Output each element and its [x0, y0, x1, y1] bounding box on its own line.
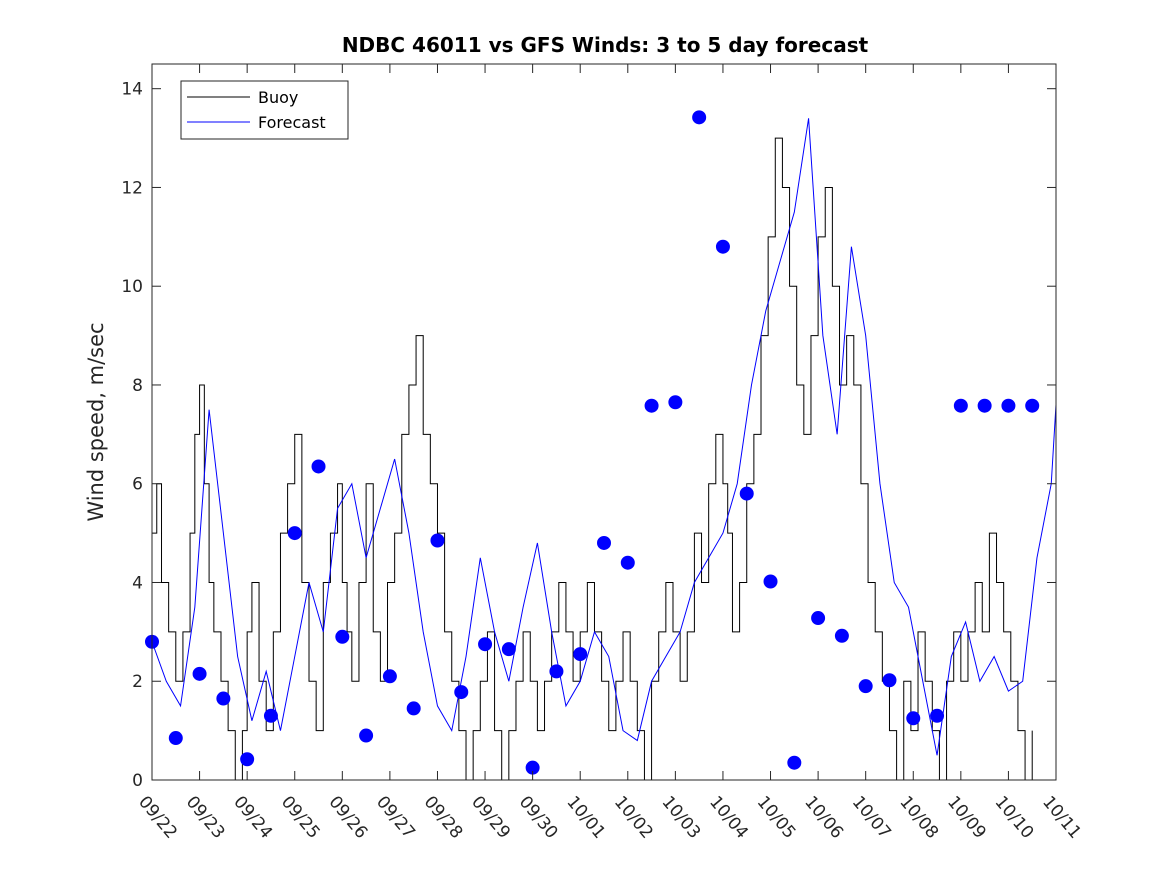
- y-tick-label: 2: [132, 672, 143, 692]
- y-tick-label: 4: [132, 573, 143, 593]
- forecast-marker: [216, 691, 231, 706]
- forecast-marker: [406, 701, 421, 716]
- forecast-marker: [1025, 398, 1040, 413]
- forecast-marker: [573, 647, 588, 662]
- series-buoy-line: [152, 137, 1033, 781]
- forecast-marker: [811, 611, 826, 626]
- forecast-marker: [287, 526, 302, 541]
- chart-title: NDBC 46011 vs GFS Winds: 3 to 5 day fore…: [342, 33, 869, 57]
- forecast-marker: [263, 708, 278, 723]
- forecast-marker: [382, 669, 397, 684]
- forecast-marker: [335, 629, 350, 644]
- forecast-marker: [192, 666, 207, 681]
- legend: Buoy Forecast: [180, 80, 349, 140]
- forecast-marker: [359, 728, 374, 743]
- y-tick-label: 6: [132, 475, 143, 495]
- y-tick-label: 8: [132, 376, 143, 396]
- axes-box: [151, 63, 1057, 781]
- forecast-marker: [620, 555, 635, 570]
- y-tick-label: 12: [121, 178, 143, 198]
- forecast-marker: [549, 664, 564, 679]
- forecast-marker: [834, 628, 849, 643]
- forecast-marker: [858, 679, 873, 694]
- legend-label-forecast: Forecast: [258, 113, 326, 132]
- forecast-marker: [168, 731, 183, 746]
- forecast-marker: [597, 535, 611, 550]
- y-tick-label: 14: [121, 80, 143, 100]
- forecast-marker: [692, 110, 707, 125]
- forecast-marker: [930, 708, 945, 723]
- forecast-marker: [787, 755, 802, 770]
- forecast-marker: [882, 673, 897, 688]
- forecast-marker: [644, 398, 659, 413]
- forecast-marker: [739, 486, 754, 501]
- y-axis-ticks: 0 2 4 6 8 10 12 14: [121, 80, 1056, 791]
- forecast-marker: [977, 398, 992, 413]
- forecast-marker: [715, 239, 730, 254]
- series-forecast-line: [151, 118, 1057, 756]
- y-tick-label: 10: [121, 277, 143, 297]
- forecast-marker: [501, 642, 516, 657]
- legend-box: [180, 80, 349, 140]
- forecast-marker: [311, 459, 326, 474]
- forecast-marker: [1001, 398, 1016, 413]
- forecast-marker: [478, 637, 493, 652]
- forecast-marker: [240, 752, 255, 767]
- forecast-marker: [953, 398, 968, 413]
- forecast-marker: [430, 533, 445, 548]
- forecast-marker: [454, 685, 469, 700]
- legend-label-buoy: Buoy: [258, 88, 298, 107]
- forecast-marker: [763, 574, 778, 589]
- forecast-marker: [668, 395, 683, 410]
- y-axis-label: Wind speed, m/sec: [84, 322, 108, 521]
- y-tick-label: 0: [132, 771, 143, 791]
- forecast-marker: [906, 711, 921, 726]
